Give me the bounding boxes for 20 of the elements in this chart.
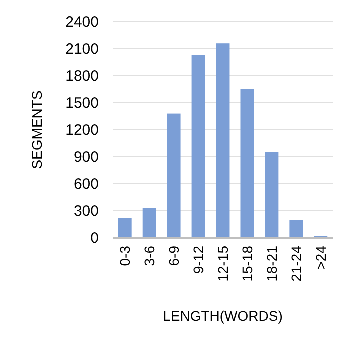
y-tick-label: 1500 (66, 94, 99, 112)
x-axis-title: LENGTH(WORDS) (163, 308, 283, 324)
y-axis-title: SEGMENTS (29, 90, 45, 170)
x-tick-label: 12-15 (214, 246, 231, 282)
y-tick-label: 1800 (66, 68, 99, 85)
y-tick-label: 2100 (66, 40, 99, 58)
x-tick-label: 0-3 (117, 246, 134, 266)
y-tick-label: 0 (90, 230, 99, 247)
y-tick-label: 600 (74, 176, 99, 193)
x-tick-label: >24 (312, 246, 329, 270)
x-tick-label: 3-6 (141, 246, 158, 266)
y-tick-label: 300 (74, 202, 99, 220)
y-tick-label: 2400 (66, 14, 99, 31)
y-tick-label: 1200 (66, 122, 99, 139)
x-tick-label: 9-12 (190, 246, 206, 274)
x-tick-label: 15-18 (239, 246, 256, 282)
x-tick-label: 21-24 (288, 246, 304, 282)
x-tick-label: 18-21 (264, 246, 280, 282)
y-tick-label: 900 (74, 148, 99, 166)
x-tick-label: 6-9 (166, 246, 182, 266)
